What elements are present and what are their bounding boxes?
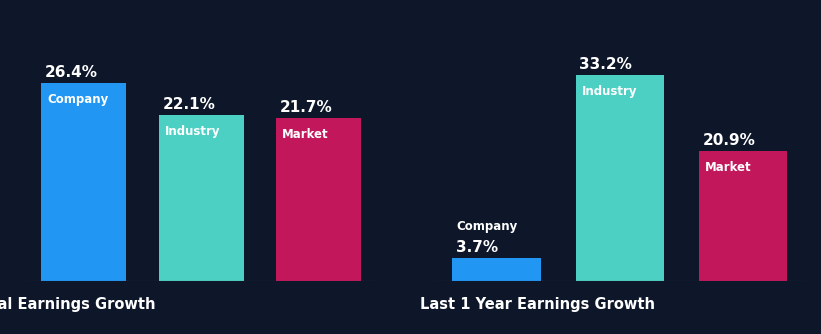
Text: 20.9%: 20.9% (703, 134, 755, 148)
Text: 33.2%: 33.2% (580, 57, 632, 72)
Text: Company: Company (47, 93, 108, 106)
Bar (277, 118, 361, 281)
Text: Company: Company (456, 220, 517, 233)
Text: Past 5 Years Annual Earnings Growth: Past 5 Years Annual Earnings Growth (0, 297, 156, 312)
Bar (576, 75, 664, 281)
Text: 21.7%: 21.7% (280, 100, 333, 115)
Text: Market: Market (704, 161, 751, 174)
Bar (41, 83, 126, 281)
Text: Market: Market (282, 128, 329, 141)
Text: Industry: Industry (582, 85, 637, 98)
Bar (699, 151, 787, 281)
Text: 22.1%: 22.1% (163, 97, 215, 112)
Text: Industry: Industry (165, 125, 220, 138)
Text: 26.4%: 26.4% (44, 65, 98, 80)
Bar (452, 258, 541, 281)
Text: Last 1 Year Earnings Growth: Last 1 Year Earnings Growth (420, 297, 655, 312)
Text: 3.7%: 3.7% (456, 240, 498, 255)
Bar (158, 115, 244, 281)
